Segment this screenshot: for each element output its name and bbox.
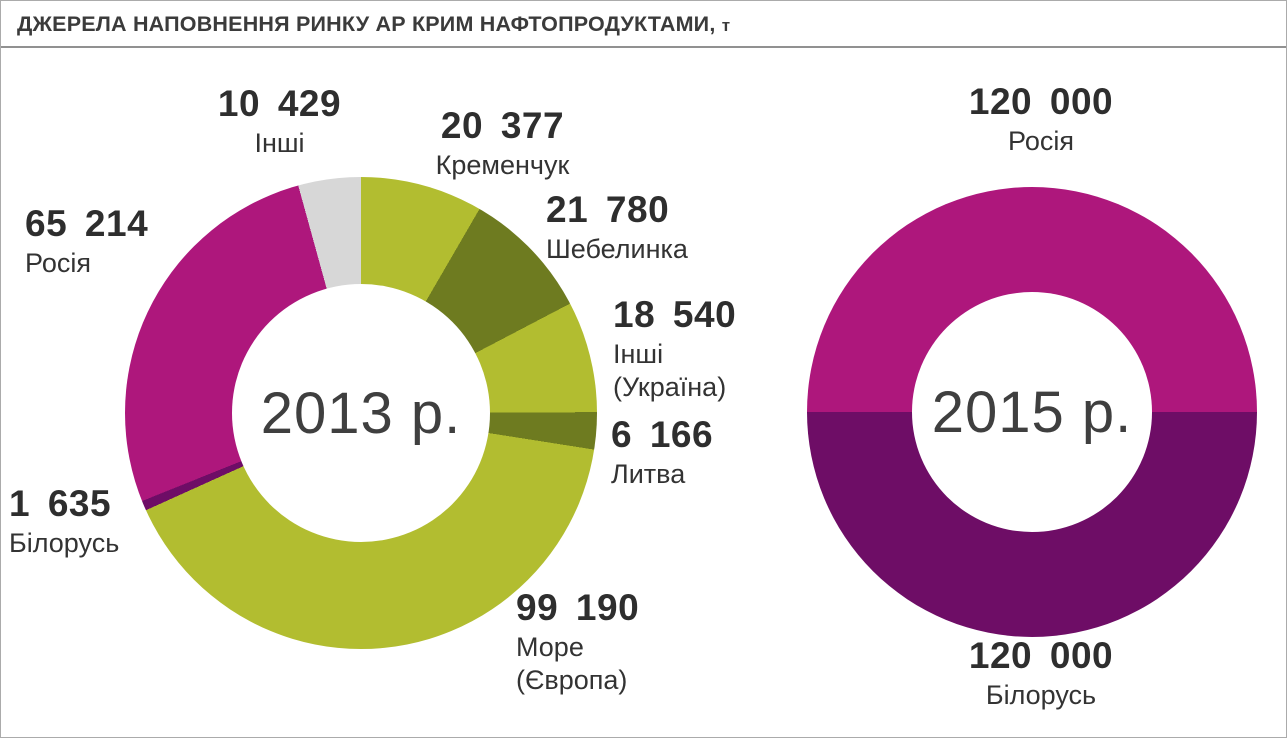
segment-label-bilorus-2015: 120 000 Білорусь — [921, 635, 1161, 712]
segment-label-inshi-ukraina: 18 540 Інші (Україна) — [613, 294, 737, 404]
segment-name: Кременчук — [435, 149, 570, 180]
segment-label-bilorus: 1 635 Білорусь — [9, 483, 120, 560]
segment-value: 21 780 — [546, 189, 670, 230]
segment-name: Шебелинка — [546, 233, 688, 264]
segment-label-inshi: 10 429 Інші — [187, 83, 372, 160]
segment-label-lytva: 6 166 Литва — [611, 414, 714, 491]
donut-hole-2013: 2013 р. — [232, 284, 490, 542]
donut-hole-2015: 2015 р. — [912, 292, 1152, 532]
chart-title-2015: 2015 р. — [931, 379, 1133, 445]
header: ДЖЕРЕЛА НАПОВНЕННЯ РИНКУ АР КРИМ НАФТОПР… — [1, 1, 1286, 46]
segment-value: 6 166 — [611, 414, 714, 455]
segment-name: Росія — [1008, 125, 1074, 156]
donut-chart-2015: 2015 р. — [807, 187, 1257, 637]
segment-value: 99 190 — [516, 587, 640, 628]
page-title-text: ДЖЕРЕЛА НАПОВНЕННЯ РИНКУ АР КРИМ НАФТОПР… — [17, 12, 716, 36]
segment-value: 1 635 — [9, 483, 112, 524]
segment-value: 120 000 — [968, 635, 1114, 676]
segment-name: Литва — [611, 458, 686, 489]
segment-label-rosiya-2015: 120 000 Росія — [931, 81, 1151, 158]
units-label: т — [721, 16, 731, 35]
chart-title-2013: 2013 р. — [260, 380, 462, 446]
segment-value: 20 377 — [440, 105, 565, 146]
segment-value: 65 214 — [25, 203, 149, 244]
segment-label-more-yevropa: 99 190 Море (Європа) — [516, 587, 640, 697]
segment-name: Інші — [254, 127, 305, 158]
segment-value: 18 540 — [613, 294, 737, 335]
segment-label-kremenchuk: 20 377 Кременчук — [405, 105, 600, 182]
segment-label-shebelynka: 21 780 Шебелинка — [546, 189, 688, 266]
donut-chart-2013: 2013 р. — [125, 177, 597, 649]
segment-value: 10 429 — [217, 83, 342, 124]
segment-value: 120 000 — [968, 81, 1114, 122]
segment-name: Білорусь — [9, 527, 120, 558]
segment-name: Море (Європа) — [516, 631, 628, 695]
segment-label-rosiya: 65 214 Росія — [25, 203, 149, 280]
segment-name: Білорусь — [985, 679, 1097, 710]
title-divider — [1, 46, 1286, 48]
segment-name: Росія — [25, 247, 91, 278]
page-title: ДЖЕРЕЛА НАПОВНЕННЯ РИНКУ АР КРИМ НАФТОПР… — [17, 12, 730, 36]
segment-name: Інші (Україна) — [613, 338, 727, 402]
